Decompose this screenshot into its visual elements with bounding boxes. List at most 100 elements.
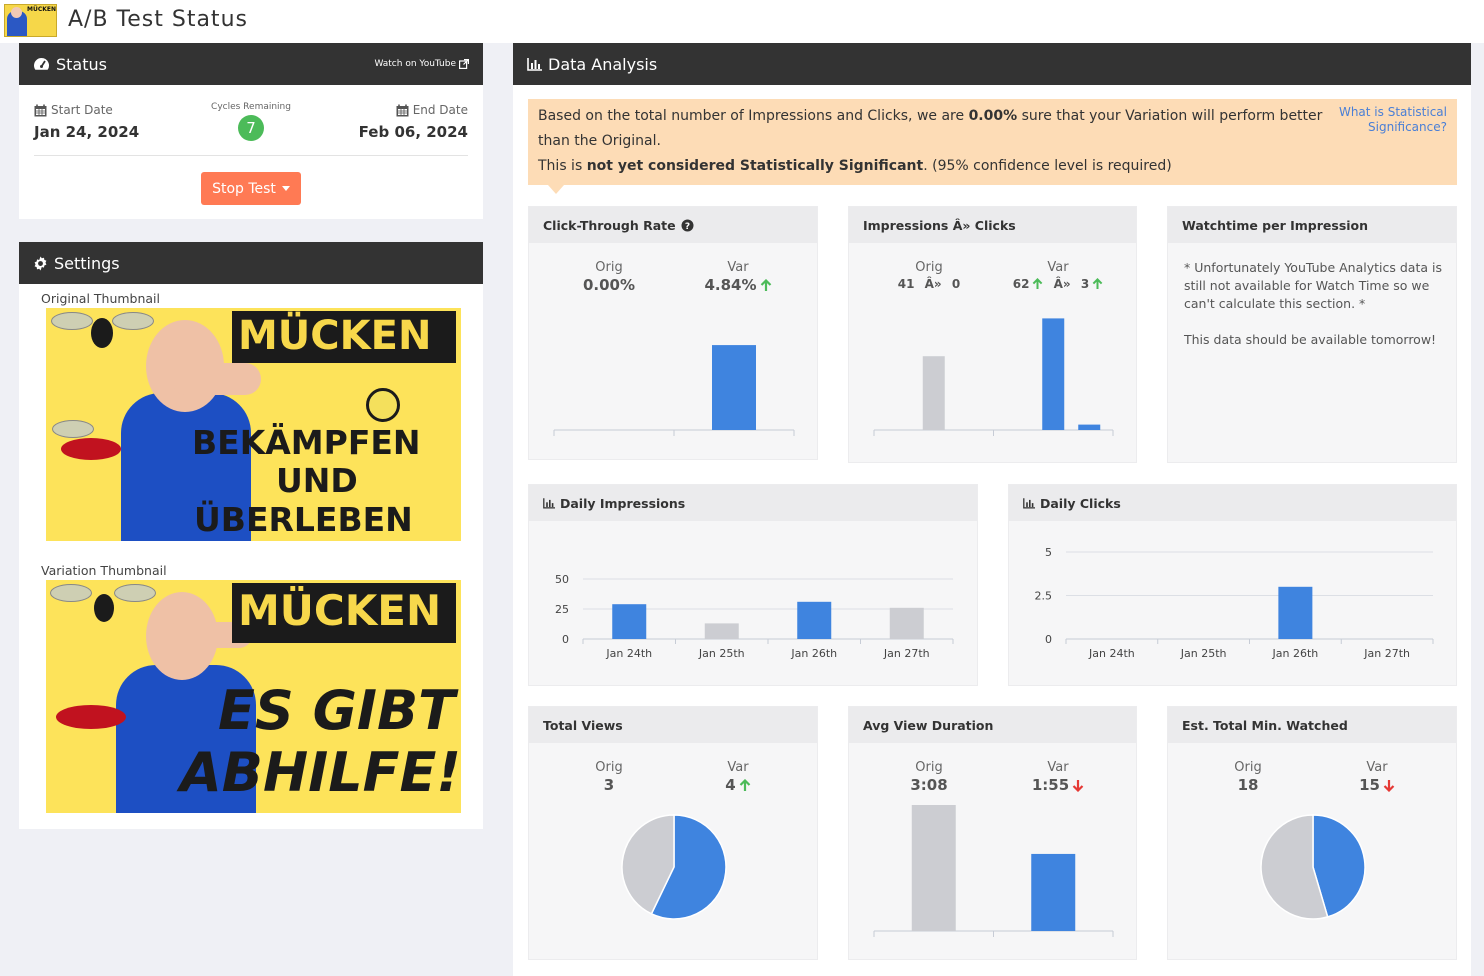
y-tick-label: 0 xyxy=(562,633,569,646)
total-views-card: Total Views Orig 3 Var 4 xyxy=(528,706,818,960)
pie-slice-orig xyxy=(1260,814,1329,920)
total-views-title: Total Views xyxy=(543,717,623,733)
orig-label: Orig xyxy=(595,260,623,275)
var-label: Var xyxy=(1047,760,1069,775)
avg-duration-orig: Orig 3:08 xyxy=(869,760,989,795)
variation-text-2: ES GIBT xyxy=(218,679,455,742)
daily-clicks-title: Daily Clicks xyxy=(1040,495,1121,511)
original-text-1: MÜCKEN xyxy=(238,313,432,359)
callout-significance: not yet considered Statistically Signifi… xyxy=(586,158,924,174)
daily-clicks-header: Daily Clicks xyxy=(1009,485,1456,521)
watch-on-youtube-link[interactable]: Watch on YouTube xyxy=(374,59,469,69)
est-minutes-title: Est. Total Min. Watched xyxy=(1182,717,1348,733)
data-analysis-title: Data Analysis xyxy=(548,54,658,74)
watchtime-header: Watchtime per Impression xyxy=(1168,207,1456,243)
original-text-3: UND xyxy=(276,461,358,500)
watchtime-note: * Unfortunately YouTube Analytics data i… xyxy=(1184,259,1444,349)
x-tick-label: Jan 25th xyxy=(698,647,745,660)
data-analysis-header: Data Analysis xyxy=(513,43,1471,85)
avg-duration-var: Var 1:55 xyxy=(998,760,1118,795)
y-tick-label: 25 xyxy=(555,603,569,616)
var-label: Var xyxy=(727,260,749,275)
orig-label: Orig xyxy=(595,760,623,775)
avg-duration-title: Avg View Duration xyxy=(863,717,994,733)
svg-text:?: ? xyxy=(684,222,689,232)
est-minutes-pie xyxy=(1260,814,1366,920)
var-separator: Â» xyxy=(1053,277,1071,291)
watchtime-note-2: This data should be available tomorrow! xyxy=(1184,332,1437,347)
x-tick-label: Jan 27th xyxy=(1363,647,1410,660)
arrow-up-icon xyxy=(739,778,750,791)
ctr-title: Click-Through Rate xyxy=(543,217,676,233)
original-text-4: ÜBERLEBEN xyxy=(194,500,413,539)
total-views-pie xyxy=(621,814,727,920)
impressions-clicks-chart xyxy=(873,318,1114,436)
daily-clicks-card: Daily Clicks 0 2.5 5 Jan 24th Jan 25th Jan 26… xyxy=(1008,484,1457,686)
end-date-label: End Date xyxy=(412,103,468,117)
orig-label: Orig xyxy=(915,760,943,775)
bar-var xyxy=(1031,853,1076,931)
arrow-down-icon xyxy=(1383,779,1395,792)
start-date: Start Date Jan 24, 2024 xyxy=(34,103,139,141)
original-thumbnail[interactable]: MÜCKEN BEKÄMPFEN UND ÜBERLEBEN xyxy=(46,308,461,541)
est-minutes-var-value: 15 xyxy=(1359,776,1380,794)
start-date-label: Start Date xyxy=(51,103,113,117)
arrow-up-icon xyxy=(1092,278,1103,290)
total-views-var: Var 4 xyxy=(678,760,798,795)
page-title: A/B Test Status xyxy=(68,7,248,32)
bar-jan-26th xyxy=(1278,586,1313,639)
daily-impressions-chart: 0 25 50 Jan 24th Jan 25th Jan 26th Jan 27th xyxy=(555,573,954,660)
statistical-significance-link[interactable]: What is Statistical Significance? xyxy=(1338,105,1447,134)
var-label: Var xyxy=(1047,260,1069,275)
ctr-var: Var 4.84% xyxy=(678,260,798,295)
variation-thumbnail[interactable]: MÜCKEN ES GIBT ABHILFE! xyxy=(46,580,461,813)
bar-orig xyxy=(911,805,956,931)
bar-jan-26th xyxy=(797,601,832,639)
bar-jan-27th xyxy=(889,607,924,639)
avg-duration-chart xyxy=(873,805,1114,937)
gear-icon xyxy=(33,255,48,271)
est-minutes-var: Var 15 xyxy=(1317,760,1437,795)
est-minutes-header: Est. Total Min. Watched xyxy=(1168,707,1456,743)
caret-down-icon xyxy=(281,186,290,191)
help-icon[interactable]: ? xyxy=(681,219,694,232)
status-header: Status Watch on YouTube xyxy=(19,43,483,85)
variation-thumbnail-label: Variation Thumbnail xyxy=(41,563,167,578)
var-label: Var xyxy=(727,760,749,775)
arrow-up-icon xyxy=(760,278,771,291)
daily-impressions-title: Daily Impressions xyxy=(560,495,686,511)
variation-text-3: ABHILFE! xyxy=(180,741,461,804)
pie-slice-var xyxy=(650,814,727,920)
callout-text-4: . (95% confidence level is required) xyxy=(923,158,1172,174)
callout-text-1: Based on the total number of Impressions… xyxy=(538,108,969,124)
x-tick-label: Jan 26th xyxy=(1272,647,1319,660)
ctr-orig: Orig 0.00% xyxy=(549,260,669,295)
end-date: End Date Feb 06, 2024 xyxy=(359,103,468,141)
ctr-card: Click-Through Rate ? Orig 0.00% Var 4.84… xyxy=(528,206,818,460)
original-thumbnail-label: Original Thumbnail xyxy=(41,291,161,306)
settings-title: Settings xyxy=(54,253,120,273)
arrow-down-icon xyxy=(1072,779,1084,792)
impressions-clicks-card: Impressions Â» Clicks Orig 41 Â» 0 Var 6… xyxy=(848,206,1137,463)
calendar-icon xyxy=(34,104,47,116)
callout-text-3: This is xyxy=(538,158,587,174)
youtube-link-label: Watch on YouTube xyxy=(374,59,456,69)
bar-jan-25th xyxy=(704,623,739,639)
stop-test-button[interactable]: Stop Test xyxy=(201,172,301,205)
y-tick-label: 5 xyxy=(1045,546,1052,559)
ctr-orig-value: 0.00% xyxy=(582,276,636,294)
callout-tail xyxy=(548,185,564,194)
bar-chart-icon xyxy=(527,57,542,71)
bar-jan-24th xyxy=(612,604,647,639)
x-tick-label: Jan 24th xyxy=(605,647,652,660)
avg-duration-header: Avg View Duration xyxy=(849,707,1136,743)
settings-header: Settings xyxy=(19,242,483,284)
daily-clicks-chart: 0 2.5 5 Jan 24th Jan 25th Jan 26th Jan 27th xyxy=(1035,546,1434,660)
watchtime-title: Watchtime per Impression xyxy=(1182,217,1369,233)
y-tick-label: 50 xyxy=(555,573,569,586)
var-clicks: 3 xyxy=(1080,277,1090,291)
orig-clicks: 0 xyxy=(951,277,961,291)
x-tick-label: Jan 27th xyxy=(883,647,930,660)
bar-var xyxy=(712,345,756,430)
status-title: Status xyxy=(56,54,107,74)
